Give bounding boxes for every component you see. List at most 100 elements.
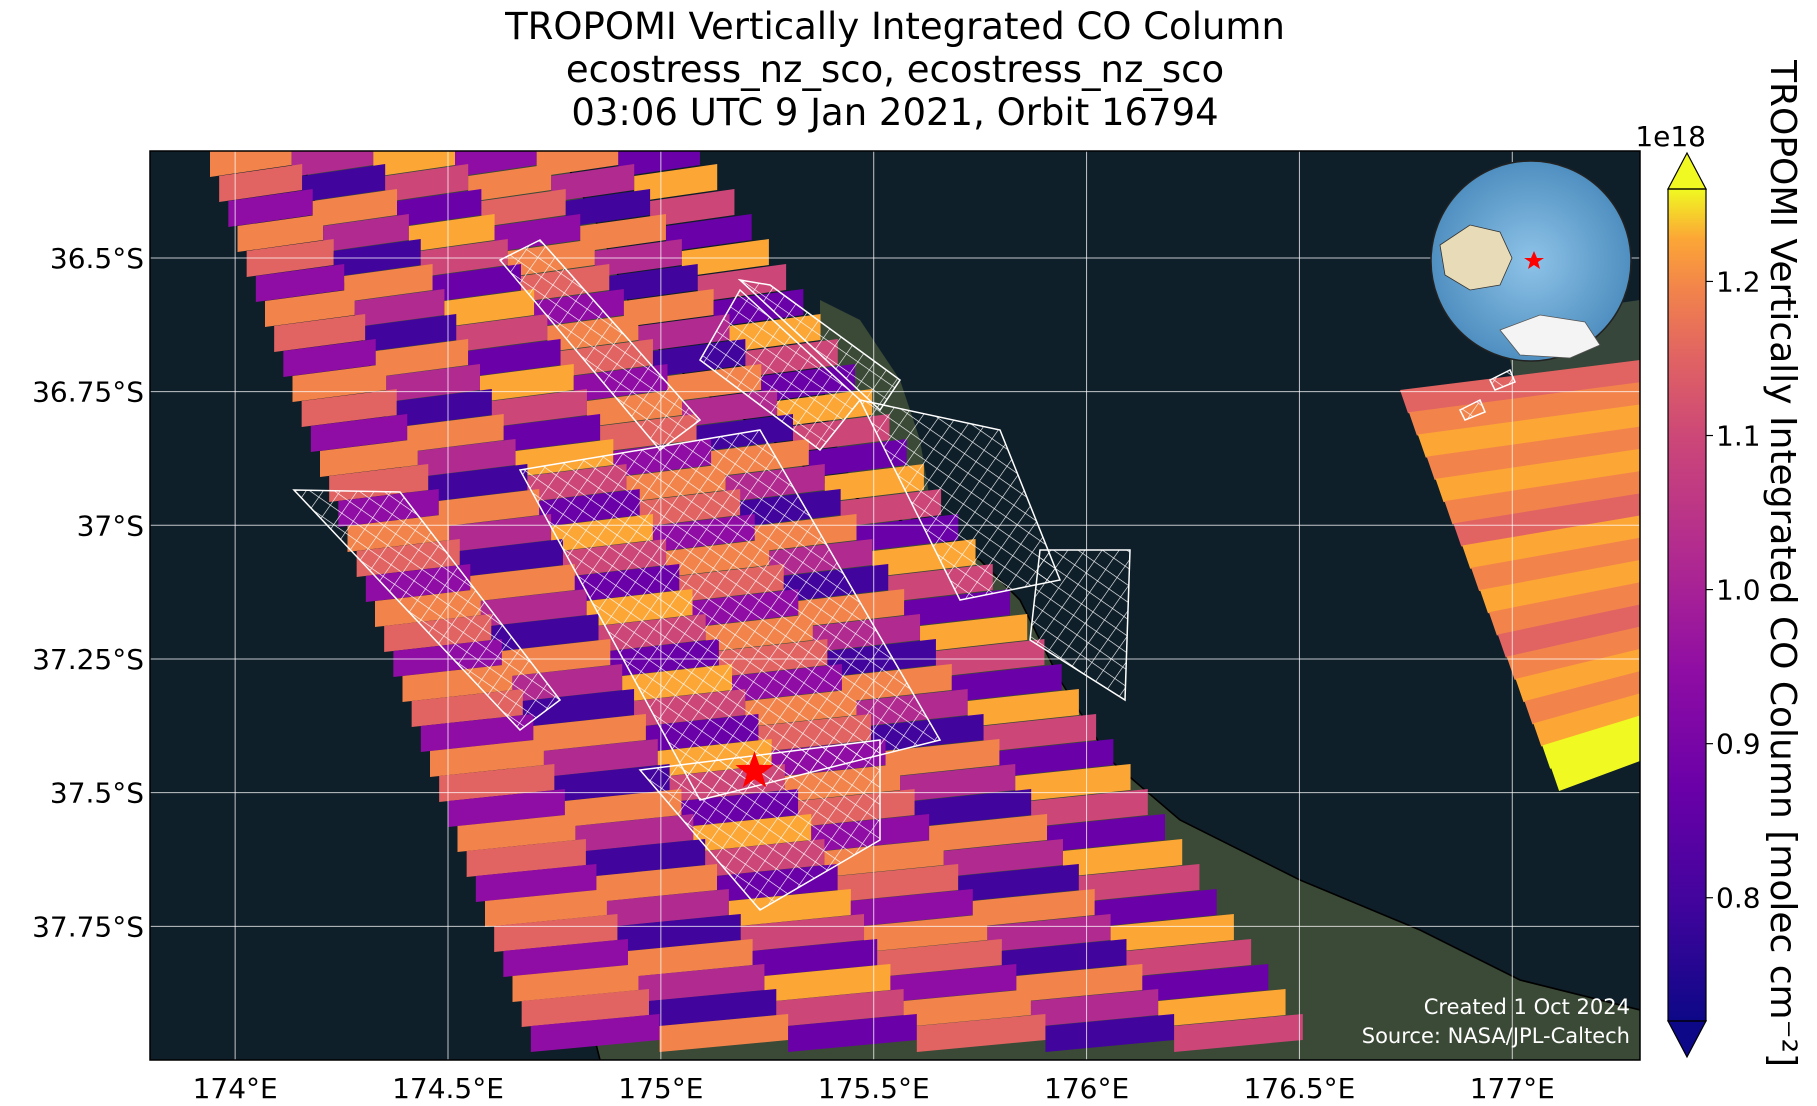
colorbar-extend-min [1667, 1020, 1707, 1059]
swath-pixel [494, 914, 618, 952]
swath-pixel [503, 939, 628, 977]
swath-pixel [320, 439, 418, 477]
swath-pixel [228, 189, 313, 227]
lon-tick-label: 174°E [193, 1072, 278, 1105]
swath-pixel [864, 914, 988, 952]
swath-pixel [585, 839, 706, 877]
lon-tick-label: 174.5°E [392, 1072, 504, 1105]
swath-pixel [983, 714, 1097, 752]
swath-pixel [292, 364, 387, 402]
swath-pixel [580, 214, 666, 252]
swath-pixel [485, 889, 607, 927]
swath-pixel [396, 389, 492, 427]
swath-pixel [596, 864, 718, 902]
swath-pixel [491, 389, 587, 427]
lon-tick-label: 175.5°E [818, 1072, 930, 1105]
swath-pixel [987, 914, 1111, 952]
swath-pixel [1453, 493, 1640, 547]
swath-pixel [837, 864, 959, 902]
swath-pixel [302, 164, 386, 202]
swath-pixel [1031, 789, 1148, 827]
swath-pixel [972, 889, 1095, 927]
colorbar-label-box: TROPOMI Vertically Integrated CO Column … [1762, 60, 1802, 1100]
ecostress-footprint [1029, 549, 1131, 702]
swath-pixel [627, 939, 753, 977]
swath-pixel [438, 489, 540, 527]
colorbar-multiplier: 1e18 [1635, 120, 1706, 153]
swath-pixel [530, 1014, 660, 1052]
swath-pixel [617, 914, 741, 952]
swath-pixel [999, 739, 1114, 777]
swath-pixel [430, 739, 544, 777]
swath-pixel [432, 264, 521, 302]
swath-pixel [480, 364, 574, 402]
swath-pixel [475, 864, 597, 902]
ecostress-footprints [292, 239, 1516, 911]
lat-tick-label: 36.75°S [32, 376, 144, 409]
swath-pixel [420, 714, 534, 752]
swath-pixel [1515, 648, 1640, 703]
colorbar-label: TROPOMI Vertically Integrated CO Column … [1762, 60, 1802, 1068]
latitude-labels: 36.5°S 36.75°S 37°S 37.25°S 37.5°S 37.75°S [32, 242, 144, 943]
swath-pixel [904, 589, 1010, 627]
globe-marker [1524, 251, 1544, 269]
swath-pixel [650, 189, 735, 227]
swath-pixel [1001, 939, 1127, 977]
swath-pixel [455, 151, 537, 177]
longitude-labels: 174°E 174.5°E 175°E 175.5°E 176°E 176.5°E 177°… [193, 1072, 1555, 1105]
target-star-marker [735, 751, 774, 788]
swath-pixel [237, 214, 324, 252]
swath-pixel [375, 339, 469, 377]
swath-pixel [914, 789, 1032, 827]
colorbar-gradient [1668, 189, 1706, 1021]
swath-pixel [1524, 671, 1640, 725]
swath-pixel [543, 739, 658, 777]
lon-tick-label: 175°E [618, 1072, 703, 1105]
swath-pixel [618, 151, 700, 177]
swath-pixel [1400, 360, 1640, 414]
title-line-2: ecostress_nz_sco, ecostress_nz_sco [565, 48, 1225, 91]
swath-pixel [551, 164, 635, 202]
colorbar-tick-label: 0.9 [1716, 728, 1761, 761]
colorbar-tick-label: 1.0 [1716, 574, 1761, 607]
swath-pixel [354, 289, 445, 327]
swath-pixel [659, 1014, 789, 1052]
swath-pixel [448, 789, 565, 827]
swath-pixel [1551, 737, 1640, 791]
swath-pixel [885, 739, 1000, 777]
swath-pixel [1417, 404, 1640, 458]
globe-antarctica [1499, 314, 1601, 359]
inset-globe [1430, 160, 1632, 362]
swath-pixel [1078, 864, 1200, 902]
swath-pixel [1047, 814, 1165, 852]
lat-tick-label: 37°S [77, 509, 144, 542]
swath-pixel [457, 814, 576, 852]
lat-tick-label: 36.5°S [50, 242, 144, 275]
swath-pixel [494, 214, 581, 252]
swath-pixel [468, 339, 561, 377]
colorbar-tick-label: 0.8 [1716, 882, 1761, 915]
graticule [150, 151, 1640, 1060]
credit-source: Source: NASA/JPL-Caltech [1362, 1024, 1630, 1048]
ecostress-footprint [518, 429, 942, 801]
swath-pixel [1480, 560, 1640, 614]
swath-pixel [920, 614, 1028, 652]
swath-pixel [1408, 382, 1640, 436]
swath-pixel [564, 789, 682, 827]
swath-pixel [301, 389, 397, 427]
swath-pixel [323, 214, 409, 252]
ecostress-footprint [498, 239, 702, 452]
swath-pixel [385, 164, 469, 202]
swath-pixel [274, 314, 366, 352]
swath-pixel [1435, 448, 1640, 503]
swath-pixel [512, 964, 639, 1002]
title-line-1: TROPOMI Vertically Integrated CO Column [505, 5, 1285, 48]
lat-tick-label: 37.5°S [50, 777, 144, 810]
swath-pixel [283, 339, 376, 377]
swath-pixel [365, 314, 457, 352]
swath-pixel [470, 564, 575, 602]
swath-pixel [503, 414, 601, 452]
swath-pixel [417, 439, 516, 477]
lon-tick-label: 176.5°E [1243, 1072, 1355, 1105]
